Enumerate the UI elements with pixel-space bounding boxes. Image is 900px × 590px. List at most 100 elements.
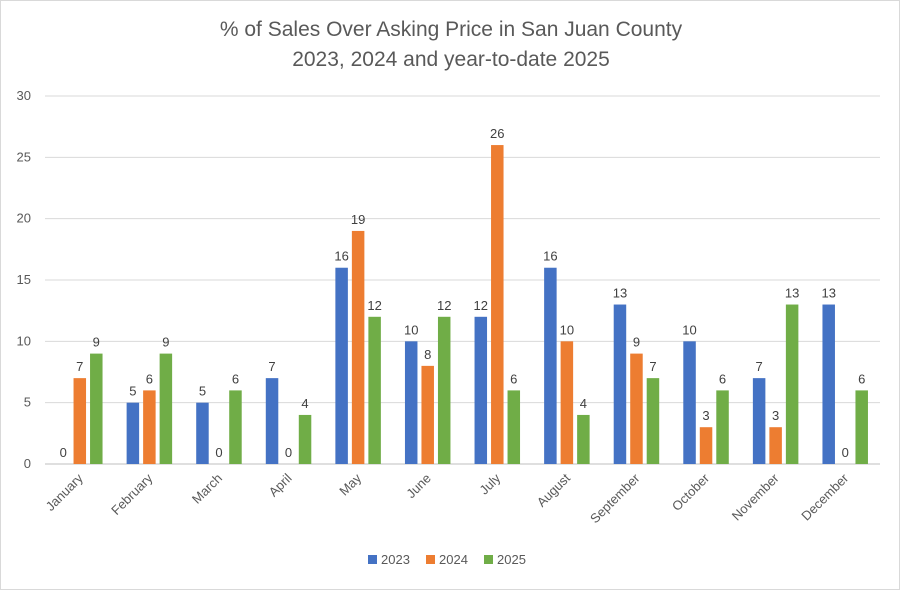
data-label: 13 [821, 286, 835, 301]
data-label: 12 [437, 298, 451, 313]
data-label: 10 [560, 322, 574, 337]
data-label: 5 [199, 384, 206, 399]
y-tick-label: 5 [24, 395, 31, 410]
data-label: 13 [785, 286, 799, 301]
legend-swatch-2023 [368, 555, 377, 564]
data-label: 6 [146, 371, 153, 386]
data-label: 7 [649, 359, 656, 374]
data-label: 10 [404, 322, 418, 337]
bar-2025 [90, 353, 103, 464]
data-label: 4 [301, 396, 308, 411]
bar-2023 [196, 402, 209, 464]
chart-title: % of Sales Over Asking Price in San Juan… [219, 18, 683, 41]
data-label: 6 [232, 371, 239, 386]
chart-subtitle: 2023, 2024 and year-to-date 2025 [292, 48, 610, 71]
y-tick-label: 10 [17, 333, 31, 348]
data-label: 3 [702, 408, 709, 423]
bar-2025 [855, 390, 868, 464]
data-label: 5 [129, 384, 136, 399]
legend-label-2023: 2023 [381, 552, 410, 567]
data-label: 0 [60, 445, 67, 460]
x-tick-label: April [266, 470, 295, 499]
x-tick-label: November [729, 470, 782, 523]
bars [73, 145, 868, 465]
data-label: 10 [682, 322, 696, 337]
bar-2025 [507, 390, 521, 464]
data-label: 3 [772, 408, 779, 423]
bar-2025 [716, 390, 729, 464]
gridlines [45, 95, 880, 465]
data-label: 12 [367, 298, 381, 313]
bar-2025 [785, 304, 799, 464]
bar-2023 [544, 267, 557, 464]
bar-2023 [404, 341, 418, 464]
bar-2025 [298, 414, 312, 464]
data-label: 7 [756, 359, 763, 374]
data-label: 13 [613, 286, 627, 301]
data-label: 26 [490, 126, 504, 141]
legend-label-2024: 2024 [439, 552, 468, 567]
y-tick-label: 20 [17, 211, 31, 226]
bar-2023 [752, 378, 766, 464]
data-label: 6 [719, 371, 726, 386]
bar-2023 [474, 316, 488, 464]
bar-2023 [613, 304, 627, 464]
x-tick-label: March [189, 471, 225, 507]
bar-2025 [159, 353, 173, 464]
y-tick-label: 25 [17, 149, 31, 164]
data-label: 19 [351, 212, 365, 227]
x-tick-label: May [336, 470, 364, 498]
bar-2023 [265, 378, 279, 464]
x-tick-label: February [108, 470, 156, 518]
x-tick-label: January [43, 470, 87, 514]
bar-2024 [560, 341, 574, 464]
bar-2024 [73, 378, 87, 464]
y-tick-label: 15 [17, 272, 31, 287]
bar-2024 [351, 230, 365, 464]
bar-2023 [335, 267, 348, 464]
bar-2025 [368, 316, 381, 464]
data-label: 0 [842, 445, 849, 460]
data-label: 0 [285, 445, 292, 460]
legend-swatch-2025 [484, 555, 493, 564]
y-tick-label: 0 [24, 456, 31, 471]
data-label: 9 [162, 335, 169, 350]
bar-2025 [577, 414, 590, 464]
y-axis: 0 5 10 15 20 25 30 [17, 88, 31, 471]
legend: 2023 2024 2025 [368, 552, 526, 567]
bar-2024 [630, 353, 643, 464]
data-label: 0 [215, 445, 222, 460]
bar-2025 [646, 378, 660, 464]
x-tick-label: September [587, 470, 643, 526]
bar-2023 [126, 402, 140, 464]
bar-2023 [683, 341, 696, 464]
data-label: 8 [424, 347, 431, 362]
legend-label-2025: 2025 [497, 552, 526, 567]
bar-2025 [437, 316, 451, 464]
legend-swatch-2024 [426, 555, 435, 564]
data-label: 6 [510, 371, 517, 386]
bar-2024 [699, 427, 713, 464]
x-axis: January February March April May June July Augu… [43, 470, 852, 526]
bar-2023 [822, 304, 835, 464]
data-label: 7 [76, 359, 83, 374]
data-label: 7 [268, 359, 275, 374]
bar-2025 [229, 390, 242, 464]
data-label: 6 [858, 371, 865, 386]
data-label: 16 [543, 249, 557, 264]
data-label: 16 [334, 249, 348, 264]
data-label: 4 [580, 396, 587, 411]
data-label: 9 [633, 335, 640, 350]
data-label: 9 [93, 335, 100, 350]
y-tick-label: 30 [17, 88, 31, 103]
bar-2024 [769, 427, 782, 464]
x-tick-label: July [476, 470, 503, 497]
bar-2024 [143, 390, 156, 464]
bar-2024 [491, 145, 504, 465]
x-tick-label: October [669, 470, 713, 514]
bar-2024 [421, 365, 434, 464]
x-tick-label: August [534, 470, 573, 509]
